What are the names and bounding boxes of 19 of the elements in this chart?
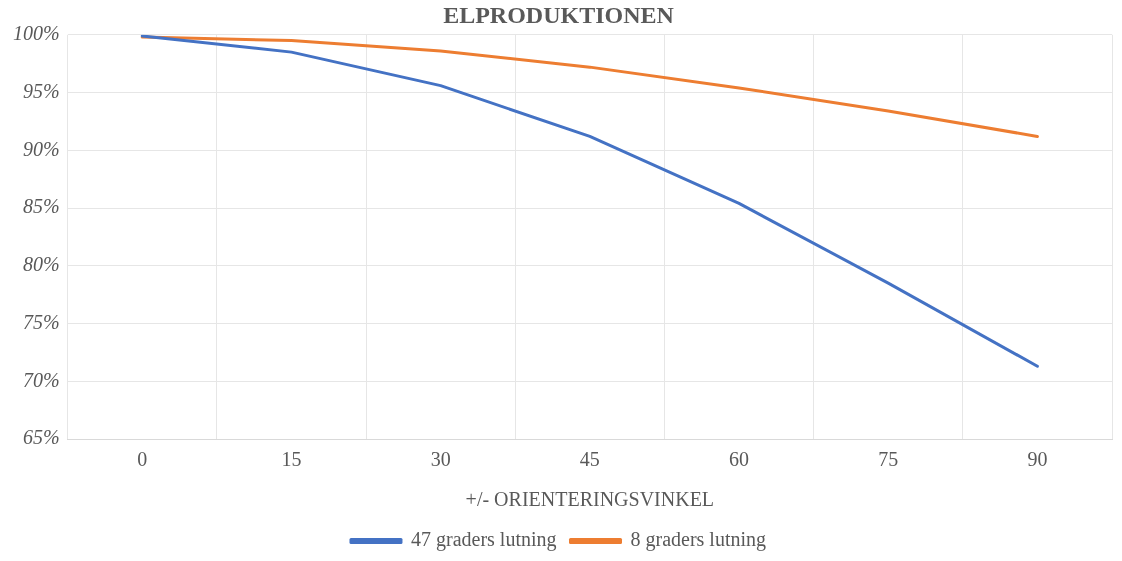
- y-tick-label: 65%: [22, 426, 60, 449]
- y-tick-label: 100%: [12, 22, 60, 45]
- y-tick-label: 80%: [22, 253, 60, 276]
- y-tick-label: 75%: [22, 310, 60, 333]
- x-tick-label: 75: [878, 448, 899, 471]
- x-tick-label: 0: [137, 448, 148, 471]
- y-tick-label: 90%: [22, 137, 60, 160]
- y-tick-label: 95%: [22, 79, 60, 102]
- y-tick-label: 85%: [22, 195, 60, 218]
- legend-label: 8 graders lutning: [630, 528, 767, 552]
- legend-label: 47 graders lutning: [410, 528, 557, 552]
- x-tick-label: 30: [430, 448, 451, 471]
- x-tick-label: 15: [281, 448, 302, 471]
- x-tick-label: 90: [1027, 448, 1048, 471]
- y-tick-label: 70%: [22, 368, 60, 391]
- x-tick-label: 60: [729, 448, 750, 471]
- x-tick-label: 45: [579, 448, 600, 471]
- x-axis-title: +/- ORIENTERINGSVINKEL: [465, 488, 715, 511]
- chart-title: ELPRODUKTIONEN: [443, 1, 675, 28]
